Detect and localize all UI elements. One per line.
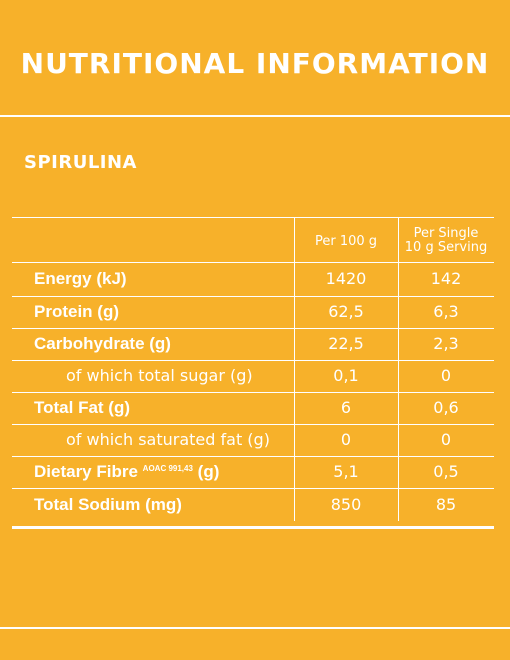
table-rule (12, 296, 494, 297)
row-label-total-sugar: of which total sugar (g) (66, 366, 253, 385)
table-rule (12, 488, 494, 489)
value-dietary-fibre-per-100g: 5,1 (333, 462, 359, 481)
table-rule (12, 456, 494, 457)
page-title: NUTRITIONAL INFORMATION (20, 47, 490, 80)
value-total-fat-per-serving: 0,6 (433, 398, 459, 417)
value-total-sugar-per-100g: 0,1 (333, 366, 359, 385)
value-total-sodium-per-100g: 850 (330, 495, 362, 514)
value-saturated-fat-per-100g: 0 (340, 430, 352, 449)
column-header-per-serving-line1: Per Single (413, 226, 479, 241)
column-header-per-serving: Per Single 10 g Serving (398, 227, 494, 255)
value-total-fat-per-100g: 6 (340, 398, 352, 417)
table-rule (12, 392, 494, 393)
row-label-energy: Energy (kJ) (34, 269, 127, 288)
row-label-carbohydrate: Carbohydrate (g) (34, 334, 171, 353)
row-label-total-fat: Total Fat (g) (34, 398, 130, 417)
table-rule-bottom (12, 526, 494, 529)
row-label-dietary-fibre-text: Dietary Fibre (34, 462, 138, 481)
row-label-dietary-fibre-method: AOAC 991,43 (142, 464, 193, 473)
product-name: SPIRULINA (24, 152, 137, 173)
row-label-dietary-fibre-unit: (g) (197, 462, 220, 481)
value-total-sodium-per-serving: 85 (435, 495, 457, 514)
column-header-per-100g: Per 100 g (314, 234, 378, 249)
value-carbohydrate-per-100g: 22,5 (328, 334, 364, 353)
table-rule (12, 424, 494, 425)
column-divider (398, 217, 399, 521)
header-divider (0, 115, 510, 117)
table-rule (12, 328, 494, 329)
value-protein-per-100g: 62,5 (328, 302, 364, 321)
value-saturated-fat-per-serving: 0 (440, 430, 452, 449)
value-carbohydrate-per-serving: 2,3 (433, 334, 459, 353)
table-rule (12, 360, 494, 361)
table-rule-header (12, 262, 494, 263)
value-energy-per-serving: 142 (430, 269, 462, 288)
value-energy-per-100g: 1420 (325, 269, 367, 288)
footer-divider (0, 627, 510, 629)
table-rule-top (12, 217, 494, 218)
nutrition-table: Per 100 g Per Single 10 g Serving Energy… (12, 217, 494, 530)
row-label-dietary-fibre: Dietary Fibre AOAC 991,43 (g) (34, 463, 219, 480)
value-protein-per-serving: 6,3 (433, 302, 459, 321)
value-dietary-fibre-per-serving: 0,5 (433, 462, 459, 481)
row-label-total-sodium: Total Sodium (mg) (34, 495, 182, 514)
value-total-sugar-per-serving: 0 (440, 366, 452, 385)
row-label-saturated-fat: of which saturated fat (g) (66, 430, 270, 449)
column-divider (294, 217, 295, 521)
column-header-per-serving-line2: 10 g Serving (404, 240, 488, 255)
row-label-protein: Protein (g) (34, 302, 119, 321)
